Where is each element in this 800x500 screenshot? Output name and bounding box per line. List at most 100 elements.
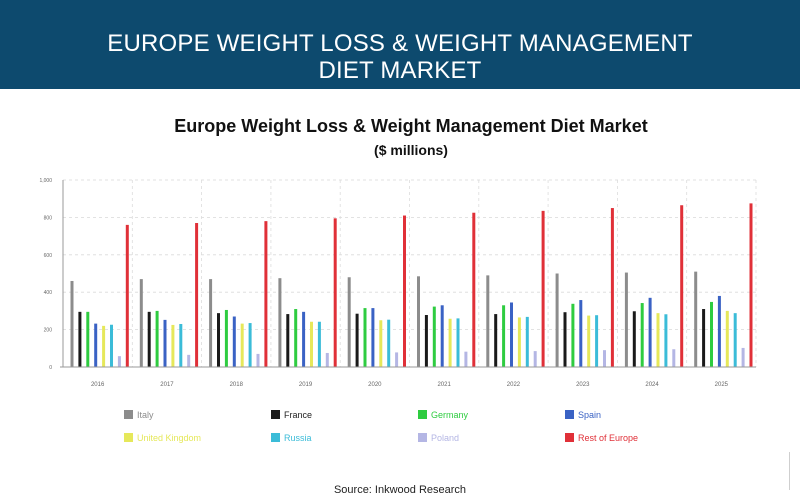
chart-bars bbox=[70, 203, 753, 367]
legend-item-germany: Germany bbox=[418, 409, 468, 421]
legend-swatch bbox=[565, 410, 574, 419]
legend-swatch bbox=[565, 433, 574, 442]
x-tick-label: 2024 bbox=[645, 382, 659, 388]
bar-italy-2023 bbox=[555, 273, 559, 367]
bar-united-kingdom-2022 bbox=[517, 317, 521, 367]
bar-germany-2022 bbox=[502, 305, 506, 367]
bar-russia-2018 bbox=[248, 323, 252, 367]
bar-spain-2016 bbox=[94, 323, 98, 367]
bar-united-kingdom-2016 bbox=[102, 325, 106, 367]
legend-label: Russia bbox=[284, 433, 312, 443]
bar-italy-2021 bbox=[417, 276, 420, 367]
chart-grid bbox=[63, 179, 757, 367]
bar-poland-2025 bbox=[741, 347, 745, 367]
legend-item-france: France bbox=[271, 409, 312, 421]
bar-italy-2024 bbox=[624, 272, 628, 367]
legend-swatch bbox=[418, 433, 427, 442]
chart-title: Europe Weight Loss & Weight Management D… bbox=[174, 116, 648, 136]
bar-rest-of-europe-2016 bbox=[125, 224, 129, 367]
bar-germany-2024 bbox=[640, 303, 644, 367]
bar-poland-2018 bbox=[256, 353, 260, 367]
x-tick-label: 2016 bbox=[91, 382, 105, 388]
y-tick-label: 400 bbox=[44, 290, 53, 296]
bar-spain-2017 bbox=[163, 319, 167, 367]
bar-united-kingdom-2019 bbox=[310, 321, 313, 367]
legend-swatch bbox=[124, 410, 133, 419]
bar-france-2018 bbox=[217, 313, 220, 367]
legend-item-italy: Italy bbox=[124, 409, 154, 421]
bar-russia-2020 bbox=[387, 319, 391, 367]
bar-italy-2018 bbox=[209, 279, 213, 367]
x-tick-label: 2021 bbox=[437, 382, 451, 388]
bar-france-2016 bbox=[78, 311, 82, 367]
chart-axes bbox=[60, 180, 756, 368]
bar-italy-2016 bbox=[70, 280, 74, 367]
bar-germany-2019 bbox=[294, 309, 298, 367]
bar-spain-2023 bbox=[579, 300, 583, 367]
bar-spain-2025 bbox=[717, 295, 721, 367]
legend-label: Poland bbox=[431, 433, 460, 443]
bar-germany-2016 bbox=[86, 311, 90, 367]
legend-item-russia: Russia bbox=[271, 432, 312, 444]
bar-poland-2021 bbox=[464, 351, 468, 367]
legend-swatch bbox=[418, 410, 427, 419]
bar-poland-2024 bbox=[672, 349, 676, 367]
legend-item-spain: Spain bbox=[565, 409, 601, 421]
bar-united-kingdom-2021 bbox=[448, 318, 452, 367]
bar-spain-2018 bbox=[232, 316, 236, 367]
bar-france-2020 bbox=[355, 313, 359, 367]
y-tick-label: 800 bbox=[44, 215, 53, 221]
bar-russia-2022 bbox=[525, 316, 529, 367]
bar-russia-2024 bbox=[664, 314, 668, 367]
x-tick-label: 2022 bbox=[507, 382, 521, 388]
bar-poland-2016 bbox=[117, 356, 121, 367]
bar-poland-2023 bbox=[603, 350, 606, 367]
bar-rest-of-europe-2019 bbox=[333, 218, 337, 367]
bar-rest-of-europe-2024 bbox=[680, 205, 684, 367]
y-tick-label: 0 bbox=[49, 365, 52, 371]
bar-france-2023 bbox=[563, 312, 567, 367]
bar-russia-2023 bbox=[595, 315, 599, 367]
legend-item-poland: Poland bbox=[418, 432, 459, 444]
legend-swatch bbox=[271, 433, 280, 442]
header-banner: EUROPE WEIGHT LOSS & WEIGHT MANAGEMENT D… bbox=[0, 0, 800, 89]
x-tick-label: 2023 bbox=[576, 382, 590, 388]
bar-united-kingdom-2018 bbox=[240, 323, 244, 367]
bar-italy-2020 bbox=[347, 277, 351, 367]
banner-title: EUROPE WEIGHT LOSS & WEIGHT MANAGEMENT D… bbox=[107, 30, 693, 84]
bar-poland-2019 bbox=[325, 352, 329, 367]
bar-rest-of-europe-2022 bbox=[541, 210, 545, 367]
bar-united-kingdom-2023 bbox=[587, 315, 591, 367]
bar-united-kingdom-2024 bbox=[656, 313, 660, 367]
legend-swatch bbox=[124, 433, 133, 442]
bar-germany-2017 bbox=[155, 310, 159, 367]
bar-russia-2019 bbox=[317, 321, 321, 367]
bar-germany-2020 bbox=[363, 308, 367, 367]
bar-poland-2022 bbox=[533, 351, 537, 367]
source-note: Source: Inkwood Research bbox=[333, 484, 467, 496]
legend-label: Italy bbox=[137, 410, 154, 420]
bar-rest-of-europe-2020 bbox=[403, 215, 406, 367]
bar-germany-2018 bbox=[224, 309, 228, 367]
legend-label: United Kingdom bbox=[137, 433, 202, 443]
bar-rest-of-europe-2025 bbox=[749, 203, 753, 367]
legend-swatch bbox=[271, 410, 280, 419]
x-tick-label: 2020 bbox=[368, 382, 382, 388]
bar-france-2019 bbox=[286, 314, 290, 367]
bar-italy-2019 bbox=[278, 278, 282, 367]
chart-tick-labels: 0 200 400 600 800 1,000 2016 2017 2018 2019 2020 20… bbox=[39, 178, 728, 388]
bar-united-kingdom-2020 bbox=[379, 320, 383, 367]
legend-label: Spain bbox=[578, 410, 602, 420]
bar-united-kingdom-2017 bbox=[171, 324, 175, 367]
y-tick-label: 1,000 bbox=[39, 178, 52, 184]
divider bbox=[789, 452, 790, 490]
legend-item-united-kingdom: United Kingdom bbox=[124, 432, 201, 444]
y-tick-label: 200 bbox=[44, 328, 53, 334]
bar-russia-2021 bbox=[456, 318, 460, 367]
bar-rest-of-europe-2017 bbox=[195, 223, 199, 367]
x-tick-label: 2025 bbox=[715, 382, 729, 388]
x-tick-label: 2018 bbox=[230, 382, 244, 388]
bar-russia-2016 bbox=[110, 324, 113, 367]
bar-germany-2025 bbox=[710, 301, 713, 367]
bar-rest-of-europe-2021 bbox=[472, 212, 476, 367]
